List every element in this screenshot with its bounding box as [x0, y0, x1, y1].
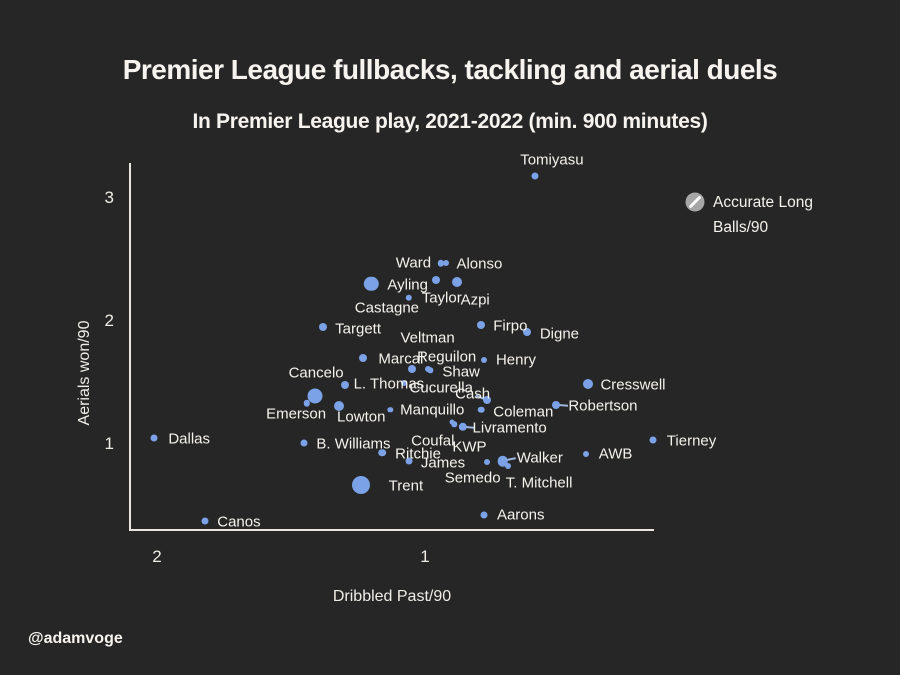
point-label: Azpi — [460, 291, 490, 309]
y-axis-title: Aerials won/90 — [76, 320, 93, 426]
point-label: Castagne — [354, 299, 420, 317]
point-label: Cresswell — [600, 376, 666, 394]
data-point — [522, 328, 531, 337]
data-point — [300, 439, 308, 447]
point-label: Emerson — [266, 405, 327, 423]
size-legend-line2: Balls/90 — [713, 219, 769, 236]
y-axis-line — [129, 163, 131, 531]
point-label: KWP — [452, 438, 487, 456]
point-label: Walker — [516, 449, 563, 467]
point-label: Shaw — [442, 363, 480, 381]
data-point — [427, 367, 434, 373]
author-handle: @adamvoge — [28, 630, 123, 647]
point-label: Coleman — [493, 403, 554, 421]
data-point — [582, 450, 589, 457]
point-label: Targett — [335, 320, 382, 338]
data-point — [405, 457, 413, 465]
point-label: Ayling — [387, 276, 428, 294]
data-point — [458, 422, 467, 431]
point-label: L. Thomas — [353, 375, 425, 393]
size-legend-line1: Accurate Long — [713, 194, 813, 211]
point-label: Dallas — [168, 430, 210, 448]
point-label: Aarons — [496, 506, 545, 524]
point-label: B. Williams — [316, 435, 391, 453]
point-label: Coufal — [411, 432, 455, 450]
data-point — [303, 400, 311, 407]
data-point — [443, 260, 450, 267]
point-label: Alonso — [456, 255, 503, 273]
point-label: Robertson — [568, 397, 638, 415]
data-point — [364, 276, 379, 292]
data-point — [649, 436, 657, 444]
data-point — [552, 400, 561, 409]
data-point — [351, 475, 370, 494]
data-point — [451, 421, 458, 428]
data-point — [583, 378, 594, 389]
x-tick-label: 2 — [152, 547, 162, 566]
data-point — [505, 463, 512, 470]
point-label: Trent — [388, 477, 424, 495]
data-point — [201, 517, 209, 525]
leader-line — [559, 403, 569, 407]
y-tick-label: 3 — [104, 188, 114, 207]
point-label: T. Mitchell — [505, 474, 573, 492]
data-point — [319, 323, 328, 332]
point-label: Marcal — [378, 350, 424, 368]
chart-title: Premier League fullbacks, tackling and a… — [122, 54, 778, 85]
point-label: Ritchie — [395, 445, 441, 463]
data-point — [340, 380, 349, 389]
data-point — [431, 276, 440, 285]
y-tick-label: 1 — [104, 434, 114, 453]
data-point — [480, 357, 487, 364]
point-label: Tierney — [666, 432, 717, 450]
data-point — [407, 364, 416, 373]
leader-line — [506, 457, 516, 462]
data-point — [452, 276, 463, 287]
pencil-circle-icon — [685, 192, 705, 212]
point-label: Tomiyasu — [520, 151, 584, 169]
data-point — [378, 448, 386, 457]
x-tick-label: 1 — [420, 547, 430, 566]
point-label: Semedo — [444, 469, 501, 487]
point-label: Livramento — [472, 419, 547, 437]
data-point — [405, 294, 413, 301]
data-point — [480, 511, 488, 519]
point-label: Reguilon — [417, 348, 477, 366]
y-tick-label: 2 — [104, 311, 114, 330]
data-point — [307, 388, 323, 404]
data-point — [483, 459, 490, 466]
data-point — [531, 172, 539, 180]
data-point — [482, 395, 491, 404]
data-point — [400, 379, 407, 386]
point-label: Firpo — [493, 317, 528, 335]
point-label: Ward — [395, 254, 432, 272]
data-point — [497, 455, 509, 467]
data-point — [387, 406, 393, 413]
point-label: Lowton — [337, 408, 386, 426]
point-label: Cucurella — [409, 379, 473, 396]
data-point — [150, 434, 158, 442]
point-label: Manquillo — [400, 401, 465, 419]
data-point — [477, 320, 486, 329]
x-axis-line — [129, 529, 654, 531]
point-label: Taylor — [421, 289, 462, 307]
point-label: James — [420, 454, 466, 472]
data-point — [477, 406, 485, 413]
data-point — [359, 353, 368, 362]
data-point — [437, 259, 445, 267]
point-label: AWB — [598, 445, 633, 463]
point-label: Canos — [217, 513, 261, 531]
size-legend-label: Accurate Long Balls/90 — [713, 190, 823, 240]
point-label: Henry — [495, 351, 536, 369]
point-label: Cancelo — [288, 364, 344, 382]
data-point — [334, 400, 345, 411]
point-label: Veltman — [400, 329, 455, 347]
point-label: Cash — [455, 385, 491, 403]
point-label: Digne — [539, 325, 580, 343]
x-axis-title: Dribbled Past/90 — [332, 588, 452, 605]
chart-subtitle: In Premier League play, 2021-2022 (min. … — [192, 110, 708, 133]
